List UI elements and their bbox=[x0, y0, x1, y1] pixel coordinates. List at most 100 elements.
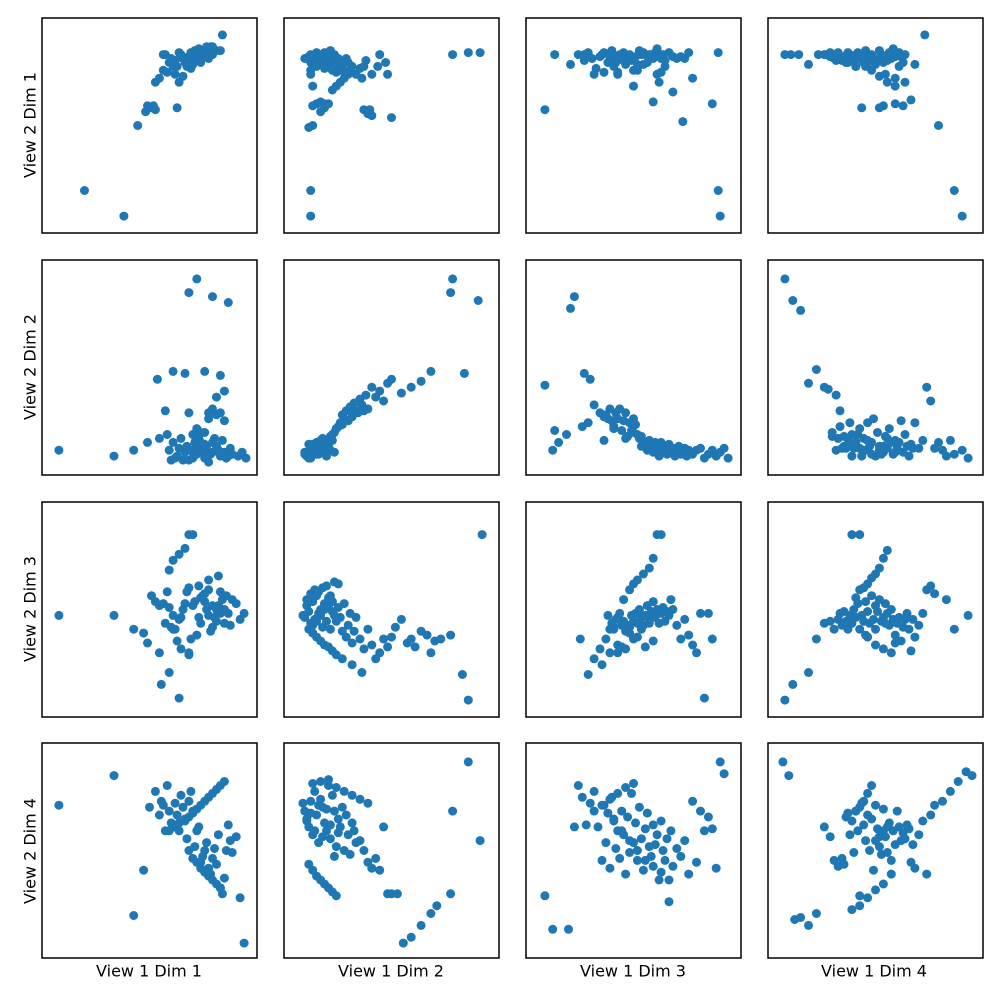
panel-frame bbox=[41, 501, 258, 718]
data-point bbox=[320, 63, 329, 73]
data-point bbox=[331, 891, 341, 901]
data-point bbox=[371, 853, 381, 863]
data-point bbox=[327, 597, 337, 607]
data-point bbox=[355, 794, 365, 804]
data-point bbox=[164, 668, 174, 677]
data-point bbox=[692, 857, 701, 867]
data-point bbox=[347, 790, 357, 800]
data-point bbox=[168, 366, 178, 376]
data-point bbox=[648, 861, 658, 871]
data-point bbox=[359, 846, 369, 855]
data-point bbox=[843, 439, 853, 449]
data-point bbox=[564, 924, 573, 934]
data-point bbox=[664, 875, 674, 885]
data-point bbox=[343, 620, 353, 630]
data-point bbox=[648, 553, 658, 563]
data-point bbox=[210, 433, 219, 443]
data-point bbox=[892, 806, 902, 816]
data-point bbox=[387, 632, 396, 642]
data-point bbox=[180, 599, 190, 609]
data-point bbox=[804, 59, 813, 69]
data-point bbox=[345, 849, 355, 859]
data-point bbox=[845, 418, 855, 428]
data-point bbox=[325, 834, 335, 844]
data-point bbox=[217, 30, 227, 40]
data-point bbox=[325, 46, 335, 56]
data-point bbox=[337, 58, 347, 67]
data-point bbox=[184, 650, 194, 660]
data-point bbox=[880, 618, 890, 628]
data-point bbox=[945, 435, 955, 445]
data-point bbox=[463, 695, 473, 705]
data-point bbox=[322, 616, 331, 626]
data-point bbox=[196, 618, 206, 628]
data-point bbox=[615, 853, 625, 863]
data-point bbox=[367, 863, 377, 873]
data-point bbox=[617, 620, 627, 630]
data-point bbox=[164, 806, 174, 816]
data-point bbox=[882, 77, 892, 87]
data-point bbox=[367, 382, 377, 392]
scatter-panel-r4-c1 bbox=[41, 742, 258, 959]
data-point bbox=[953, 777, 963, 786]
data-point bbox=[357, 668, 367, 677]
data-point bbox=[963, 610, 973, 620]
scatter-panel-r4-c2 bbox=[283, 742, 500, 959]
data-point bbox=[629, 634, 638, 644]
data-point bbox=[780, 274, 790, 284]
data-point bbox=[204, 585, 214, 595]
data-point bbox=[335, 612, 345, 622]
data-point bbox=[847, 451, 857, 461]
data-point bbox=[422, 630, 432, 640]
data-point bbox=[304, 607, 314, 616]
data-point bbox=[448, 274, 458, 284]
data-point bbox=[839, 859, 849, 869]
data-point bbox=[219, 386, 229, 396]
data-point bbox=[337, 654, 347, 664]
data-point bbox=[867, 781, 877, 790]
data-point bbox=[219, 618, 229, 628]
panel-frame bbox=[283, 501, 500, 718]
data-point bbox=[605, 794, 615, 804]
data-point bbox=[550, 426, 560, 435]
panel-frame bbox=[525, 501, 742, 718]
data-point bbox=[387, 113, 396, 123]
data-point bbox=[172, 810, 182, 820]
data-point bbox=[318, 445, 328, 455]
data-point bbox=[581, 820, 591, 830]
data-point bbox=[678, 117, 688, 127]
data-point bbox=[900, 77, 910, 87]
data-point bbox=[341, 632, 351, 642]
panel-frame bbox=[767, 259, 984, 476]
data-point bbox=[204, 414, 214, 424]
data-point bbox=[662, 834, 672, 844]
data-point bbox=[383, 642, 393, 652]
data-point bbox=[621, 433, 631, 443]
data-point bbox=[139, 865, 149, 875]
data-point bbox=[949, 624, 959, 634]
data-point bbox=[894, 437, 904, 447]
data-point bbox=[656, 54, 666, 63]
data-point bbox=[926, 810, 936, 820]
data-point bbox=[304, 123, 314, 132]
data-point bbox=[869, 414, 878, 424]
data-point bbox=[396, 388, 406, 398]
scatter-panel-r3-c1 bbox=[41, 501, 258, 718]
data-point bbox=[579, 368, 589, 378]
panel-frame bbox=[767, 501, 984, 718]
scatter-panel-r1-c2 bbox=[283, 17, 500, 234]
data-point bbox=[707, 634, 717, 644]
data-point bbox=[871, 885, 880, 895]
data-point bbox=[621, 644, 631, 654]
data-point bbox=[648, 597, 658, 607]
data-point bbox=[373, 61, 383, 71]
data-point bbox=[174, 77, 184, 87]
data-point bbox=[847, 816, 857, 826]
data-point bbox=[325, 820, 335, 830]
data-point bbox=[333, 828, 343, 838]
data-point bbox=[324, 775, 333, 785]
data-point bbox=[176, 433, 186, 443]
data-point bbox=[638, 569, 648, 579]
data-point bbox=[869, 865, 878, 875]
data-point bbox=[863, 788, 873, 798]
